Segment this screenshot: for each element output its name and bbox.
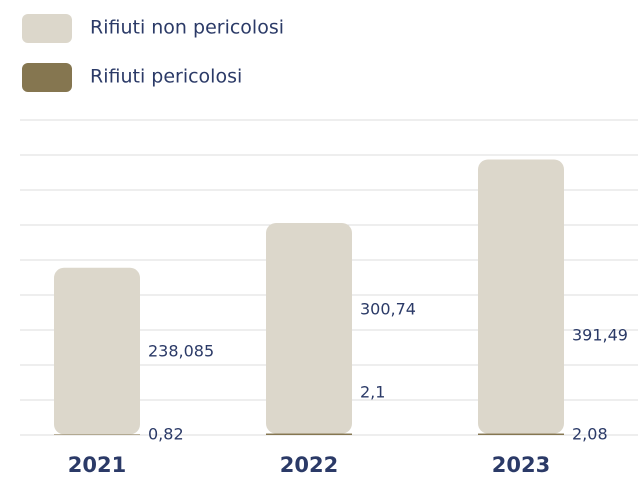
x-tick-label: 2021: [68, 453, 126, 477]
bar-segment: [266, 433, 352, 435]
legend-swatch: [22, 14, 72, 43]
value-label: 2,08: [572, 425, 608, 444]
bar-segment: [54, 434, 140, 435]
bar-segment: [54, 267, 140, 435]
value-label: 391,49: [572, 326, 628, 345]
bar-segment: [266, 223, 352, 434]
value-label: 300,74: [360, 300, 416, 319]
bar-segment: [478, 433, 564, 435]
legend-label: Rifiuti pericolosi: [90, 66, 242, 88]
value-label: 238,085: [148, 342, 214, 361]
legend-swatch: [22, 63, 72, 92]
value-label: 2,1: [360, 383, 385, 402]
value-label: 0,82: [148, 425, 184, 444]
x-tick-label: 2023: [492, 453, 550, 477]
legend-label: Rifiuti non pericolosi: [90, 17, 284, 39]
bar-segment: [478, 159, 564, 434]
x-tick-label: 2022: [280, 453, 338, 477]
